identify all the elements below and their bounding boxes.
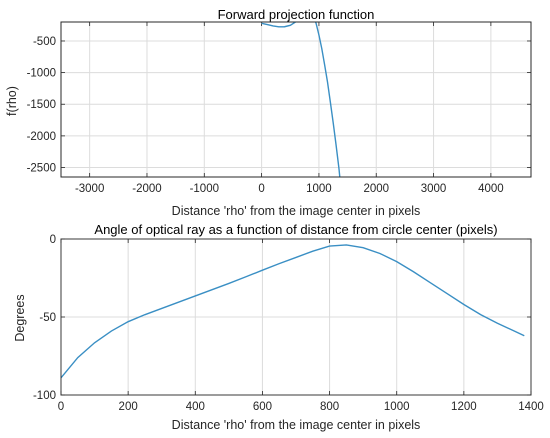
angle-x-tick-label: 0 bbox=[58, 401, 64, 413]
angle-plot-title: Angle of optical ray as a function of di… bbox=[94, 222, 497, 237]
projection-x-tick-label: 1000 bbox=[306, 183, 332, 195]
projection-x-tick-label: -2000 bbox=[132, 183, 161, 195]
projection-x-tick-label: 4000 bbox=[478, 183, 504, 195]
projection-x-tick-label: 2000 bbox=[363, 183, 389, 195]
projection-series bbox=[261, 22, 341, 177]
angle-series bbox=[61, 244, 525, 379]
angle-x-tick-label: 800 bbox=[320, 401, 339, 413]
angle-y-tick-label: -50 bbox=[39, 312, 56, 324]
projection-series-line bbox=[261, 22, 341, 177]
angle-x-tick-label: 1400 bbox=[518, 401, 544, 413]
angle-x-tick-label: 1000 bbox=[384, 401, 410, 413]
angle-y-tick-label: -100 bbox=[33, 390, 56, 402]
projection-grid bbox=[61, 22, 531, 177]
projection-x-tick-label: -1000 bbox=[190, 183, 219, 195]
angle-x-tick-label: 400 bbox=[186, 401, 205, 413]
angle-y-tick-label: 0 bbox=[50, 234, 56, 246]
projection-plot: -3000 -2000 -1000 0 1000 2000 3000 4000 -500 -100… bbox=[5, 7, 532, 218]
projection-y-tick-label: -1000 bbox=[27, 68, 56, 80]
angle-x-axis-label: Distance 'rho' from the image center in … bbox=[172, 418, 421, 432]
projection-x-tick-label: 3000 bbox=[421, 183, 447, 195]
projection-y-tick-label: -1500 bbox=[27, 99, 56, 111]
angle-x-tick-label: 200 bbox=[119, 401, 138, 413]
projection-axes-frame bbox=[60, 21, 532, 178]
angle-series-line bbox=[61, 244, 525, 379]
projection-plot-title: Forward projection function bbox=[218, 7, 375, 22]
projection-y-tick-label: -2000 bbox=[27, 131, 56, 143]
projection-x-tick-label: 0 bbox=[258, 183, 264, 195]
projection-y-tick-label: -2500 bbox=[27, 163, 56, 175]
projection-y-tick-label: -500 bbox=[33, 36, 56, 48]
angle-plot: 0 200 400 600 800 1000 1200 1400 0 -50 -100 Angle … bbox=[13, 222, 544, 432]
projection-x-tick-label: -3000 bbox=[75, 183, 104, 195]
angle-ticks: 0 200 400 600 800 1000 1200 1400 0 -50 -100 bbox=[33, 234, 544, 413]
projection-y-axis-label: f(rho) bbox=[5, 86, 19, 116]
projection-x-axis-label: Distance 'rho' from the image center in … bbox=[172, 204, 421, 218]
angle-y-axis-label: Degrees bbox=[13, 294, 27, 341]
angle-axes-frame bbox=[60, 238, 532, 396]
projection-ticks: -3000 -2000 -1000 0 1000 2000 3000 4000 -500 -100… bbox=[27, 22, 531, 195]
angle-x-tick-label: 600 bbox=[253, 401, 272, 413]
projection-plot-area bbox=[60, 21, 532, 178]
angle-x-tick-label: 1200 bbox=[451, 401, 477, 413]
